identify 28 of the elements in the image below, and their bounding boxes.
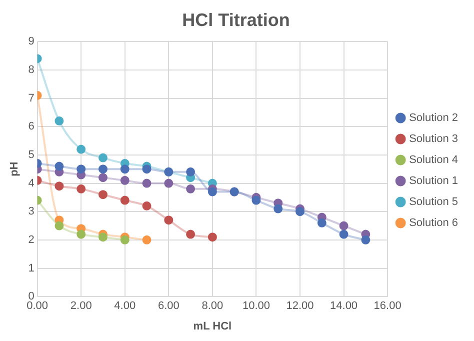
y-tick-label: 6 — [28, 120, 34, 133]
x-tick-label: 8.00 — [202, 300, 224, 312]
x-tick-label: 14.00 — [330, 300, 358, 312]
y-tick-label: 1 — [28, 262, 34, 274]
x-tick-label: 6.00 — [158, 300, 180, 312]
x-tick-label: 12.00 — [286, 300, 314, 312]
legend-label: Solution 6 — [409, 217, 458, 230]
chart-title: HCl Titration — [182, 10, 290, 30]
legend-label: Solution 3 — [409, 133, 458, 146]
y-tick-label: 4 — [28, 177, 34, 190]
y-tick-label: 8 — [28, 64, 34, 76]
legend-label: Solution 1 — [409, 175, 458, 188]
x-tick-label: 16.00 — [374, 300, 402, 312]
x-tick-label: 4.00 — [114, 300, 136, 312]
x-axis-title: mL HCl — [193, 320, 232, 332]
y-tick-label: 2 — [28, 234, 34, 246]
legend-label: Solution 4 — [409, 154, 458, 166]
y-tick-label: 5 — [28, 148, 34, 161]
x-tick-label: 2.00 — [70, 300, 92, 312]
y-tick-label: 9 — [28, 36, 34, 48]
y-tick-label: 3 — [28, 206, 34, 218]
legend-label: Solution 5 — [409, 196, 458, 208]
legend-label: Solution 2 — [409, 112, 458, 124]
y-tick-label: 7 — [28, 92, 34, 104]
x-tick-label: 10.00 — [242, 300, 270, 312]
y-axis-title: pH — [8, 162, 21, 176]
y-tick-label: 0 — [28, 290, 34, 303]
x-tick-label: 0.00 — [26, 300, 48, 312]
